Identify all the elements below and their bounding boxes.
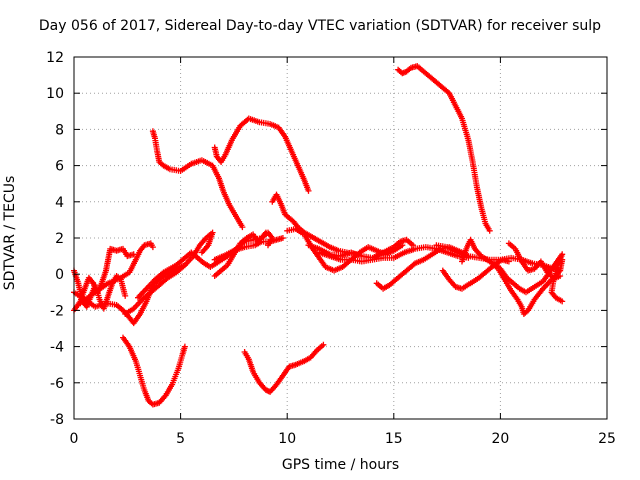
- series-arc-13: [316, 244, 472, 265]
- x-tick-label-2: 10: [278, 431, 296, 447]
- series-arc-21: [505, 240, 566, 281]
- series-arc-23: [241, 341, 327, 395]
- y-tick-label-1: -6: [50, 376, 64, 392]
- series-markers-22: [241, 341, 327, 395]
- series-arc-4: [77, 240, 156, 307]
- y-tick-label-2: -4: [50, 340, 64, 356]
- series-markers-4: [122, 229, 216, 317]
- series-arc-16: [395, 63, 493, 234]
- y-axis-label: SDTVAR / TECUs: [2, 175, 18, 291]
- series-markers-13: [305, 236, 416, 261]
- series-markers-12: [316, 244, 472, 265]
- x-tick-label-0: 0: [70, 431, 79, 447]
- series-arc-8: [211, 229, 269, 279]
- data-points: [71, 63, 566, 408]
- y-tick-label-10: 12: [46, 50, 64, 66]
- series-markers-20: [505, 240, 566, 281]
- x-axis-label: GPS time / hours: [281, 457, 400, 473]
- y-tick-label-3: -2: [50, 303, 64, 319]
- x-tick-label-3: 15: [385, 431, 403, 447]
- y-tick-label-4: 0: [55, 267, 64, 283]
- series-markers-3: [77, 240, 156, 307]
- series-arc-9: [149, 128, 246, 231]
- y-tick-label-0: -8: [50, 412, 64, 428]
- x-tick-label-4: 20: [491, 431, 509, 447]
- series-markers-7: [211, 229, 269, 279]
- series-markers-21: [120, 334, 188, 408]
- axis-ticks: 0 5 10 15 20 25 -8 -6 -4 -2 0 2 4 6 8 10 12: [46, 50, 616, 447]
- x-tick-label-1: 5: [176, 431, 185, 447]
- series-arc-5: [122, 229, 216, 317]
- plot-frame: [73, 56, 608, 420]
- series-markers-15: [395, 63, 493, 234]
- series-arc-14: [305, 236, 416, 261]
- series-arc-22: [120, 334, 188, 408]
- y-tick-label-5: 2: [55, 231, 64, 247]
- series-markers-8: [149, 128, 246, 231]
- y-tick-label-8: 8: [55, 122, 64, 138]
- y-tick-label-7: 6: [55, 159, 64, 175]
- chart-title: Day 056 of 2017, Sidereal Day-to-day VTE…: [38, 18, 602, 34]
- grid-lines: [74, 57, 607, 419]
- series-arc-10: [211, 115, 312, 194]
- series-markers-9: [211, 115, 312, 194]
- y-tick-label-9: 10: [46, 86, 64, 102]
- y-tick-label-6: 4: [55, 195, 64, 211]
- x-tick-label-5: 25: [598, 431, 616, 447]
